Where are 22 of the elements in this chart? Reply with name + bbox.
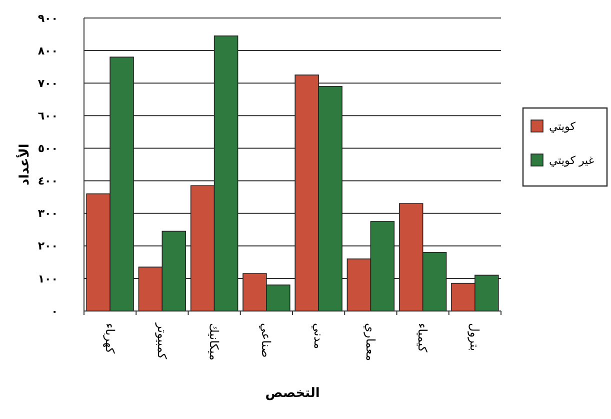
y-tick-label: ٩٠٠ [38, 12, 58, 25]
y-tick-label: ٦٠٠ [38, 110, 58, 123]
y-tick-label: ٢٠٠ [38, 240, 58, 253]
x-tick-label: كمبيوتر [154, 322, 169, 360]
x-tick-label: ميكانيك [207, 323, 222, 360]
y-tick-label: ٤٠٠ [38, 174, 58, 188]
y-tick-label: ٣٠٠ [38, 207, 58, 220]
y-tick-label: ٧٠٠ [38, 76, 58, 90]
x-tick-label: كهرباء [102, 323, 117, 354]
y-tick-label: ٨٠٠ [38, 44, 58, 58]
x-tick-label: كيمياء [416, 323, 430, 352]
x-axis-title: التخصص [265, 386, 320, 401]
y-axis-title: الأعداد [16, 144, 33, 186]
x-tick-label: بترول [468, 323, 482, 352]
y-tick-label: ١٠٠ [38, 272, 58, 286]
x-tick-label: صناعي [259, 323, 274, 358]
y-tick-label: ٥٠٠ [38, 142, 58, 156]
x-tick-label: مدني [311, 323, 326, 350]
legend-label: كويتي [549, 120, 576, 133]
legend-label: غير كويتي [549, 154, 594, 167]
y-tick-label: ٠ [51, 304, 58, 318]
x-tick-label: معماري [363, 323, 378, 361]
